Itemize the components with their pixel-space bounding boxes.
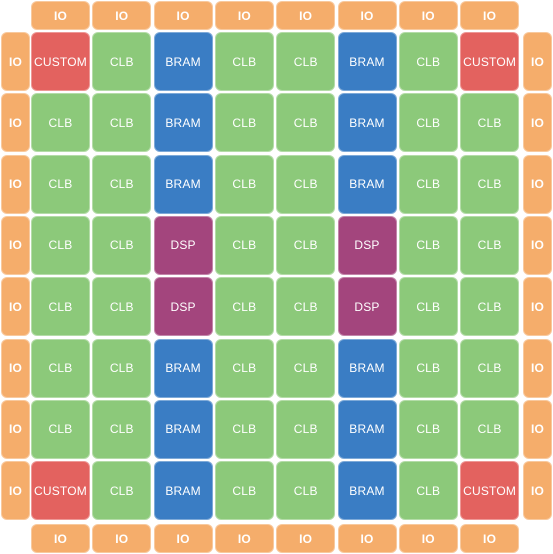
clb-tile-r7-c4: CLB [276,461,336,521]
clb-tile-r1-c4: CLB [276,93,336,153]
bram-tile-r1-c2: BRAM [153,93,213,153]
io-tile-left-3: IO [1,215,30,275]
bram-tile-r0-c5: BRAM [337,32,397,91]
io-tile-bottom-4: IO [276,524,336,553]
io-tile-bottom-3: IO [214,524,274,553]
clb-tile-r4-c3: CLB [214,277,274,337]
io-tile-right-4: IO [523,277,552,337]
io-tile-bottom-6: IO [398,524,458,553]
custom-tile-r0-c7: CUSTOM [460,32,520,91]
clb-tile-r0-c3: CLB [214,32,274,91]
clb-tile-r1-c7: CLB [460,93,520,153]
clb-tile-r2-c6: CLB [398,154,458,214]
io-tile-right-7: IO [523,461,552,521]
clb-tile-r6-c4: CLB [276,399,336,459]
clb-tile-r5-c0: CLB [31,338,90,398]
clb-tile-r5-c7: CLB [460,338,520,398]
dsp-tile-r4-c2: DSP [153,277,213,337]
io-tile-top-5: IO [337,1,397,30]
io-tile-right-3: IO [523,215,552,275]
clb-tile-r6-c3: CLB [214,399,274,459]
io-tile-right-0: IO [523,32,552,91]
io-tile-left-7: IO [1,461,30,521]
clb-tile-r2-c7: CLB [460,154,520,214]
io-tile-right-6: IO [523,399,552,459]
clb-tile-r4-c1: CLB [92,277,152,337]
clb-tile-r3-c4: CLB [276,215,336,275]
clb-tile-r0-c1: CLB [92,32,152,91]
bram-tile-r2-c5: BRAM [337,154,397,214]
io-tile-left-5: IO [1,338,30,398]
io-tile-bottom-0: IO [31,524,90,553]
clb-tile-r1-c1: CLB [92,93,152,153]
clb-tile-r3-c7: CLB [460,215,520,275]
clb-tile-r2-c0: CLB [31,154,90,214]
io-tile-left-6: IO [1,399,30,459]
io-tile-top-2: IO [153,1,213,30]
clb-tile-r6-c1: CLB [92,399,152,459]
clb-tile-r3-c6: CLB [398,215,458,275]
clb-tile-r0-c6: CLB [398,32,458,91]
clb-tile-r3-c1: CLB [92,215,152,275]
io-tile-top-1: IO [92,1,152,30]
io-tile-top-0: IO [31,1,90,30]
io-tile-bottom-7: IO [460,524,520,553]
clb-tile-r2-c1: CLB [92,154,152,214]
clb-tile-r1-c0: CLB [31,93,90,153]
clb-tile-r2-c3: CLB [214,154,274,214]
clb-tile-r6-c0: CLB [31,399,90,459]
io-tile-top-3: IO [214,1,274,30]
io-tile-left-0: IO [1,32,30,91]
io-tile-bottom-2: IO [153,524,213,553]
io-tile-top-4: IO [276,1,336,30]
bram-tile-r6-c5: BRAM [337,399,397,459]
bram-tile-r5-c5: BRAM [337,338,397,398]
dsp-tile-r3-c2: DSP [153,215,213,275]
bram-tile-r0-c2: BRAM [153,32,213,91]
bram-tile-r7-c2: BRAM [153,461,213,521]
clb-tile-r6-c7: CLB [460,399,520,459]
io-tile-top-6: IO [398,1,458,30]
clb-tile-r3-c3: CLB [214,215,274,275]
io-tile-left-1: IO [1,93,30,153]
io-tile-left-4: IO [1,277,30,337]
io-tile-top-7: IO [460,1,520,30]
bram-tile-r7-c5: BRAM [337,461,397,521]
clb-tile-r0-c4: CLB [276,32,336,91]
io-tile-bottom-1: IO [92,524,152,553]
io-tile-bottom-5: IO [337,524,397,553]
bram-tile-r6-c2: BRAM [153,399,213,459]
clb-tile-r6-c6: CLB [398,399,458,459]
clb-tile-r4-c4: CLB [276,277,336,337]
clb-tile-r5-c3: CLB [214,338,274,398]
clb-tile-r2-c4: CLB [276,154,336,214]
custom-tile-r7-c7: CUSTOM [460,461,520,521]
custom-tile-r7-c0: CUSTOM [31,461,90,521]
clb-tile-r1-c3: CLB [214,93,274,153]
bram-tile-r2-c2: BRAM [153,154,213,214]
custom-tile-r0-c0: CUSTOM [31,32,90,91]
io-tile-left-2: IO [1,154,30,214]
clb-tile-r4-c7: CLB [460,277,520,337]
dsp-tile-r3-c5: DSP [337,215,397,275]
clb-tile-r3-c0: CLB [31,215,90,275]
bram-tile-r1-c5: BRAM [337,93,397,153]
clb-tile-r7-c6: CLB [398,461,458,521]
clb-tile-r5-c6: CLB [398,338,458,398]
io-tile-right-2: IO [523,154,552,214]
dsp-tile-r4-c5: DSP [337,277,397,337]
io-tile-right-5: IO [523,338,552,398]
bram-tile-r5-c2: BRAM [153,338,213,398]
io-tile-right-1: IO [523,93,552,153]
clb-tile-r4-c0: CLB [31,277,90,337]
clb-tile-r7-c1: CLB [92,461,152,521]
clb-tile-r1-c6: CLB [398,93,458,153]
clb-tile-r7-c3: CLB [214,461,274,521]
clb-tile-r5-c4: CLB [276,338,336,398]
clb-tile-r5-c1: CLB [92,338,152,398]
clb-tile-r4-c6: CLB [398,277,458,337]
